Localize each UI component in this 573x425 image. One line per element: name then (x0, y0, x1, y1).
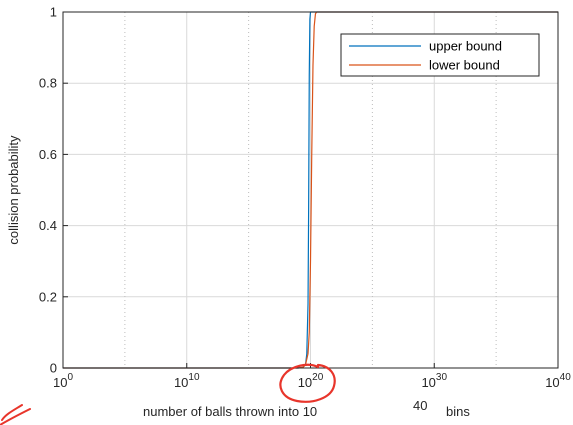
x-tick-label-base: 10 (53, 375, 67, 390)
y-tick-label: 1 (50, 5, 57, 20)
y-tick-label: 0.6 (39, 147, 57, 162)
x-tick-label-base: 10 (174, 375, 188, 390)
x-tick-label: 1040 (545, 372, 571, 390)
x-tick-label-exponent: 20 (312, 372, 324, 383)
x-tick-label-exponent: 40 (560, 372, 572, 383)
handwritten-annotations (0, 363, 336, 425)
y-tick-label: 0.2 (39, 289, 57, 304)
handwritten-circle-annotation (279, 363, 336, 403)
grid (63, 12, 558, 368)
x-tick-label-base: 10 (421, 375, 435, 390)
y-tick-label: 0.8 (39, 76, 57, 91)
x-tick-label-exponent: 10 (188, 372, 200, 383)
x-tick-label-exponent: 30 (436, 372, 448, 383)
y-tick-label: 0.4 (39, 218, 57, 233)
legend: upper bound lower bound (340, 33, 540, 77)
x-axis-label: number of balls thrown into 10 (143, 404, 317, 419)
handwritten-margin-scribble (0, 404, 31, 425)
x-axis-label-suffix: bins (446, 404, 470, 419)
legend-entry-upper-bound: upper bound (429, 39, 502, 54)
x-tick-label-exponent: 0 (67, 372, 73, 383)
x-tick-label: 1020 (298, 372, 324, 390)
y-axis-label: collision probability (6, 135, 21, 245)
legend-box (340, 33, 540, 77)
x-tick-label: 100 (53, 372, 73, 390)
x-tick-label: 1010 (174, 372, 200, 390)
y-tick-label: 0 (50, 361, 57, 376)
x-tick-label-base: 10 (298, 375, 312, 390)
legend-entry-lower-bound: lower bound (429, 58, 500, 73)
x-tick-label: 1030 (421, 372, 447, 390)
x-tick-label-base: 10 (545, 375, 559, 390)
x-axis-label-superscript: 40 (413, 398, 427, 413)
